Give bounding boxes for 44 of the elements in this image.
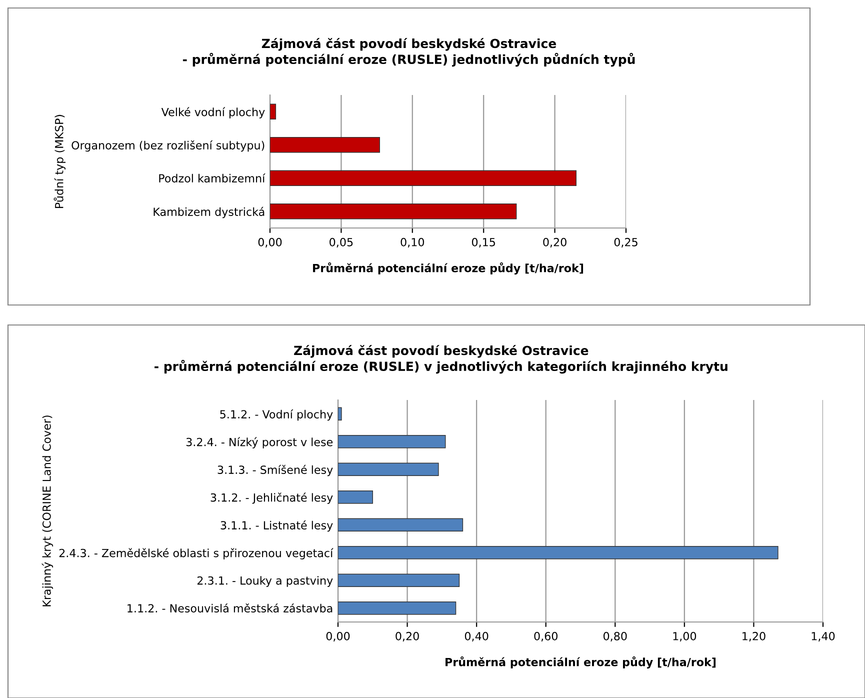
bar <box>338 546 778 560</box>
y-tick-label: 5.1.2. - Vodní plochy <box>220 409 333 421</box>
bar <box>270 104 276 120</box>
x-tick-label: 0,20 <box>543 238 566 248</box>
x-tick-label: 0,80 <box>604 632 627 642</box>
x-tick-label: 0,05 <box>330 238 353 248</box>
bar <box>338 602 456 615</box>
chart-title: Zájmová část povodí beskydské Ostravice - průměrná potenciální eroze (RUSLE) jednotlivých půdních typů <box>182 38 635 67</box>
bar <box>338 462 439 476</box>
chart-title: Zájmová část povodí beskydské Ostravice - průměrná potenciální eroze (RUSLE) v jednotlivých kategoriích krajinného krytu <box>154 345 728 374</box>
bar <box>270 137 380 153</box>
y-tick-label: 3.1.1. - Listnaté lesy <box>220 520 333 532</box>
x-tick-label: 0,20 <box>396 632 419 642</box>
bar <box>338 490 373 504</box>
x-tick-label: 0,00 <box>258 238 282 248</box>
y-axis-title: Půdní typ (MKSP) <box>54 114 66 208</box>
y-tick-label: 3.1.3. - Smíšené lesy <box>218 464 333 476</box>
x-tick-label: 0,60 <box>534 632 558 642</box>
x-tick-label: 1,00 <box>673 632 696 642</box>
x-axis-title: Průměrná potenciální eroze půdy [t/ha/rok] <box>446 656 716 669</box>
bar <box>338 435 446 448</box>
x-tick-label: 0,00 <box>326 632 350 642</box>
y-tick-label: 2.3.1. - Louky a pastviny <box>197 576 333 587</box>
x-tick-label: 0,40 <box>464 632 488 642</box>
y-axis-title: Krajinný kryt (CORINE Land Cover) <box>42 416 54 606</box>
y-tick-label: Velké vodní plochy <box>161 107 265 118</box>
x-axis-title: Průměrná potenciální eroze půdy [t/ha/rok] <box>313 262 584 275</box>
y-tick-label: 3.2.4. - Nízký porost v lese <box>186 437 333 448</box>
y-tick-label: 3.1.2. - Jehličnaté lesy <box>210 492 333 504</box>
x-tick-label: 0,15 <box>472 238 495 248</box>
y-tick-label: Organozem (bez rozlišení subtypu) <box>72 140 264 152</box>
x-tick-label: 0,10 <box>400 238 424 248</box>
bar <box>270 170 577 186</box>
y-tick-label: Podzol kambizemní <box>159 173 266 183</box>
y-tick-label: Kambizem dystrická <box>154 206 264 218</box>
bar <box>270 204 517 220</box>
x-tick-label: 0,25 <box>614 238 638 248</box>
x-tick-label: 1,40 <box>812 632 835 642</box>
bar <box>338 574 460 587</box>
y-tick-label: 1.1.2. - Nesouvislá městská zástavba <box>128 603 332 613</box>
bar <box>338 407 342 420</box>
y-tick-label: 2.4.3. - Zemědělské oblasti s přirozenou vegetací <box>59 548 334 560</box>
bar <box>338 518 464 532</box>
x-tick-label: 1,20 <box>742 632 766 642</box>
